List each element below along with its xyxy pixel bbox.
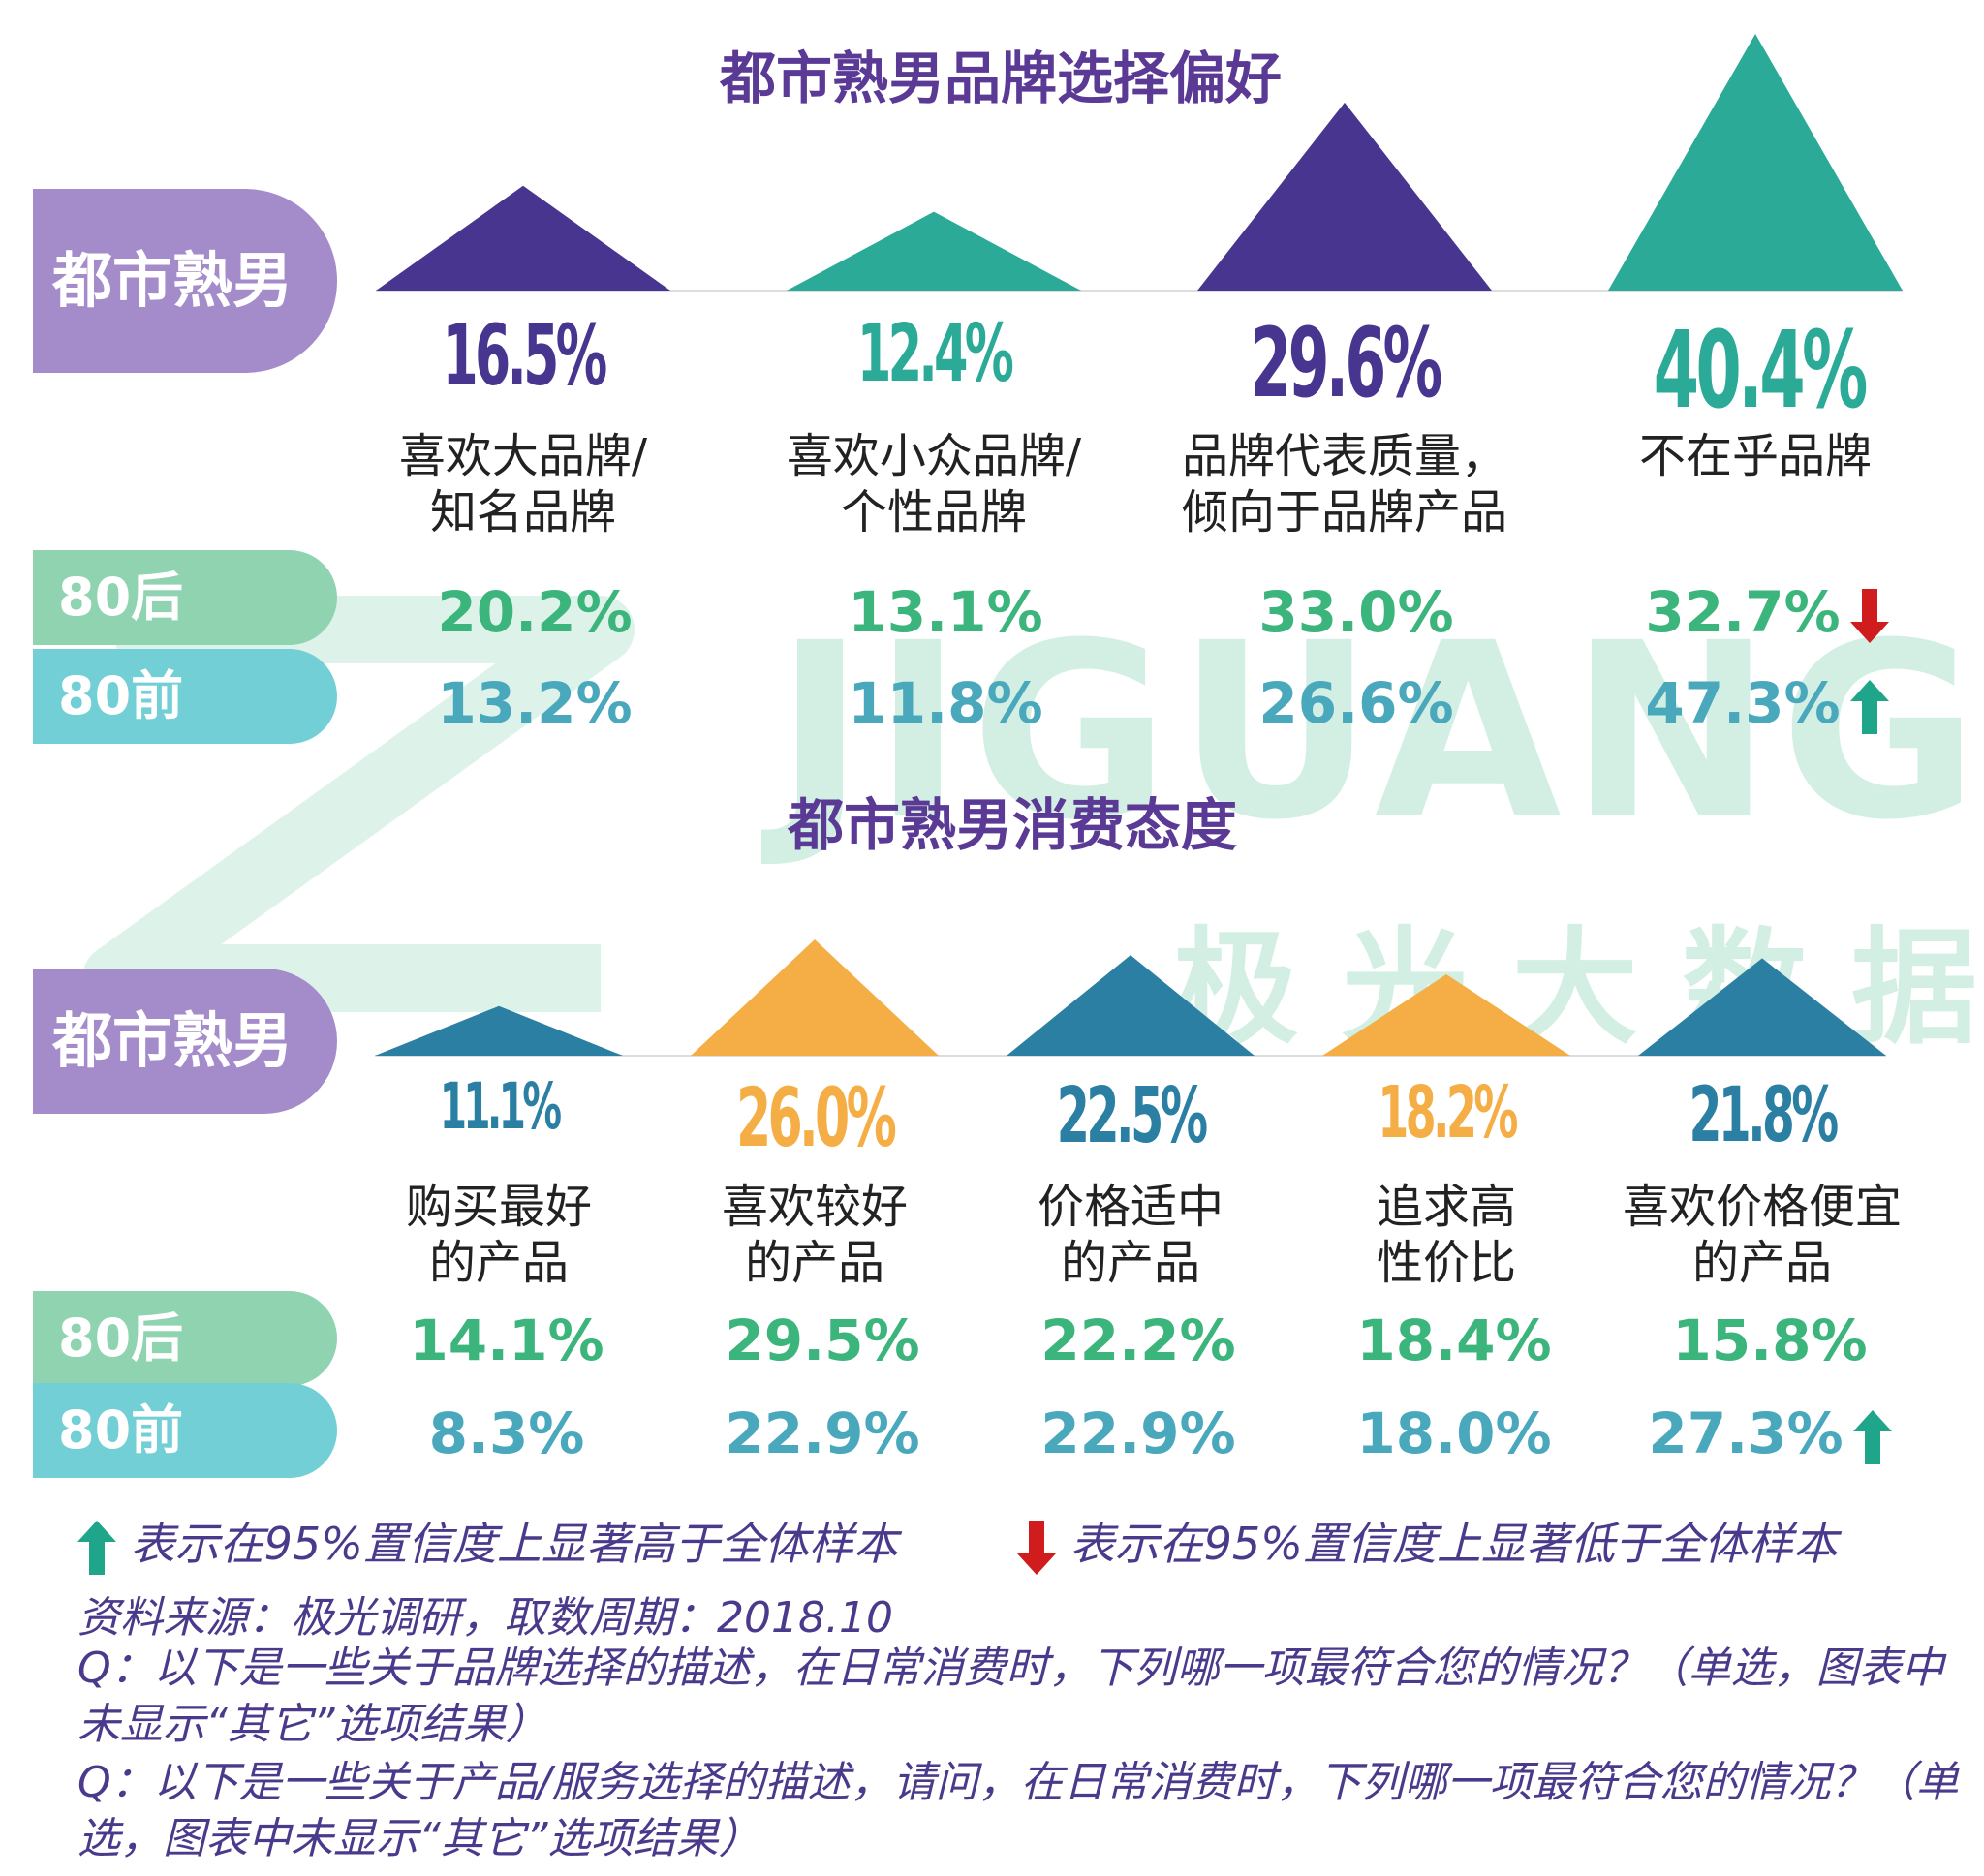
chart2-value-80qian-1: 8.3%: [428, 1400, 585, 1466]
chart1-value-main-2: 12.4%: [856, 308, 1014, 400]
chart2-category-2: 喜欢较好 的产品: [721, 1180, 908, 1290]
chart1-triangles: [376, 34, 1903, 292]
chart2-segment-main: 都市熟男: [33, 969, 337, 1114]
chart2-triangle-2: [691, 939, 939, 1056]
chart2-triangle-5: [1638, 958, 1886, 1056]
chart2-value-main-3: 22.5%: [1056, 1070, 1209, 1160]
chart1-value-80hou-3: 33.0%: [1258, 579, 1454, 645]
chart2-category-3: 价格适中 的产品: [1037, 1180, 1224, 1290]
chart2-category-4: 追求高 性价比: [1376, 1180, 1516, 1290]
legend-down-text: 表示在95%置信度上显著低于全体样本: [1070, 1518, 1838, 1570]
chart2-value-main-2: 26.0%: [735, 1070, 897, 1165]
chart2-segment-80qian: 80前: [33, 1383, 337, 1478]
chart2-segment-80hou: 80后: [33, 1291, 337, 1386]
source-note: 资料来源：极光调研，取数周期：2018.10: [78, 1593, 893, 1643]
legend-up-text: 表示在95%置信度上显著高于全体样本: [130, 1518, 898, 1570]
chart2-value-main-5: 21.8%: [1689, 1070, 1840, 1159]
chart1-triangle-2: [787, 211, 1081, 291]
chart2-value-main-4: 18.2%: [1378, 1070, 1518, 1154]
chart1-segment-80hou: 80后: [33, 550, 337, 645]
chart1-value-80hou-1: 20.2%: [437, 579, 633, 645]
chart1-value-80qian-3: 26.6%: [1258, 670, 1454, 736]
chart2-value-80hou-1: 14.1%: [409, 1307, 604, 1373]
chart1-triangle-4: [1608, 34, 1903, 291]
chart2-value-80hou-3: 22.2%: [1040, 1307, 1236, 1373]
chart1-segment-80qian: 80前: [33, 649, 337, 744]
chart2-triangle-3: [1007, 955, 1255, 1056]
arrow-up-icon: [1852, 1409, 1892, 1464]
arrow-up-icon: [78, 1520, 116, 1575]
chart2-value-80qian-2: 22.9%: [725, 1400, 920, 1466]
chart1-value-main-4: 40.4%: [1653, 308, 1869, 432]
chart2-value-main-1: 11.1%: [439, 1070, 562, 1144]
chart2-category-5: 喜欢价格便宜 的产品: [1622, 1180, 1902, 1290]
chart2-triangles: [375, 939, 1886, 1057]
chart1-value-80qian-1: 13.2%: [437, 670, 633, 736]
chart1-category-3: 品牌代表质量， 倾向于品牌产品: [1181, 429, 1507, 539]
watermark-brand: JIGUANG: [775, 591, 1984, 873]
chart1-category-4: 不在乎品牌: [1638, 429, 1872, 483]
chart1-title: 都市熟男品牌选择偏好: [719, 46, 1282, 111]
chart2-category-1: 购买最好 的产品: [405, 1180, 592, 1290]
chart1-value-main-3: 29.6%: [1250, 308, 1443, 419]
arrow-up-icon: [1849, 679, 1889, 734]
chart1-value-80qian-4: 47.3%: [1622, 670, 1912, 736]
arrow-down-icon: [1849, 588, 1889, 643]
chart2-triangle-1: [375, 1005, 623, 1056]
chart2-value-80qian-3: 22.9%: [1040, 1400, 1236, 1466]
chart2-value-80hou-2: 29.5%: [725, 1307, 920, 1373]
chart2-value-80qian-5: 27.3%: [1625, 1400, 1915, 1466]
chart1-value-80qian-2: 11.8%: [848, 670, 1043, 736]
chart1-category-1: 喜欢大品牌/知名品牌: [398, 429, 648, 539]
chart2-title: 都市熟男消费态度: [787, 792, 1237, 858]
chart2-triangle-4: [1322, 974, 1570, 1056]
watermark-logo-icon: [82, 596, 635, 1012]
question-1: Q：以下是一些关于品牌选择的描述，在日常消费时，下列哪一项最符合您的情况？（单选…: [78, 1644, 1944, 1749]
chart1-segment-main: 都市熟男: [33, 189, 337, 373]
chart1-value-main-1: 16.5%: [442, 308, 607, 405]
question-2: Q：以下是一些关于产品/服务选择的描述，请问，在日常消费时，下列哪一项最符合您的…: [78, 1758, 1959, 1863]
chart2-value-80hou-4: 18.4%: [1356, 1307, 1552, 1373]
chart1-triangle-1: [376, 185, 670, 291]
arrow-down-icon: [1017, 1520, 1056, 1575]
chart2-value-80qian-4: 18.0%: [1356, 1400, 1552, 1466]
chart1-triangle-3: [1197, 102, 1492, 291]
chart1-category-2: 喜欢小众品牌/个性品牌: [786, 429, 1082, 539]
legend-up: 表示在95%置信度上显著高于全体样本: [78, 1509, 898, 1575]
legend-down: 表示在95%置信度上显著低于全体样本: [1017, 1509, 1838, 1575]
chart1-value-80hou-2: 13.1%: [848, 579, 1043, 645]
chart1-value-80hou-4: 32.7%: [1622, 579, 1912, 645]
chart2-value-80hou-5: 15.8%: [1672, 1307, 1868, 1373]
